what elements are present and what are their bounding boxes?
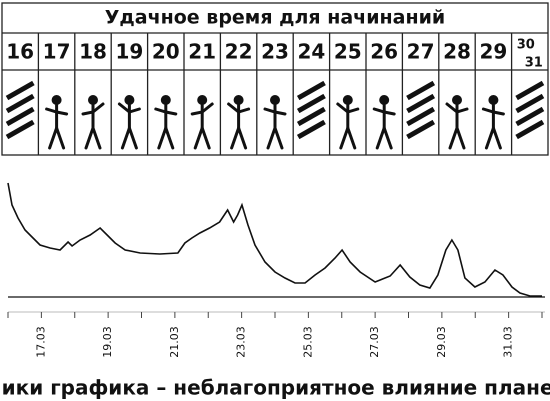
figure-head — [379, 95, 390, 105]
hatch-icon — [296, 80, 326, 140]
x-tick-label: 29.03 — [435, 326, 448, 358]
figure-arms — [263, 107, 287, 116]
day-number: 19 — [115, 40, 143, 64]
day-number: 16 — [6, 40, 34, 64]
hatch-stroke — [515, 93, 545, 114]
x-tick-label: 25.03 — [301, 326, 314, 358]
hatch-stroke — [406, 106, 436, 127]
data-line — [7, 182, 542, 297]
figure-legs — [48, 123, 66, 150]
table-title: Удачное время для начинаний — [105, 7, 445, 29]
figure-arms — [81, 102, 105, 116]
day-number: 23 — [261, 40, 289, 64]
figure-arms — [117, 102, 141, 114]
day-number: 20 — [152, 40, 180, 64]
day-number: 27 — [407, 40, 435, 64]
figure-arms — [190, 102, 214, 116]
figure-head — [270, 95, 280, 105]
figure-icon — [336, 95, 360, 150]
figure-arms — [445, 102, 469, 114]
day-number: 31 — [525, 56, 543, 71]
hatch-stroke — [296, 93, 326, 114]
x-tick-label: 19.03 — [101, 326, 114, 358]
figure-head — [88, 95, 98, 105]
figure-arms — [45, 107, 69, 116]
day-number: 22 — [225, 40, 253, 64]
figure-head — [342, 95, 353, 105]
hatch-stroke — [296, 119, 326, 140]
figure-legs — [157, 123, 175, 150]
figure-legs — [266, 123, 284, 150]
figure-legs — [448, 123, 466, 150]
day-number: 25 — [334, 40, 362, 64]
hatch-stroke — [5, 93, 35, 114]
hatch-stroke — [406, 80, 436, 101]
day-number: 30 — [517, 38, 535, 53]
day-number: 29 — [479, 40, 507, 64]
hatch-stroke — [5, 106, 35, 127]
day-number: 18 — [79, 40, 107, 64]
figure-head — [452, 95, 462, 105]
figure-legs — [84, 123, 102, 150]
hatch-stroke — [406, 119, 436, 140]
x-tick-label: 23.03 — [235, 326, 248, 358]
hatch-icon — [406, 80, 436, 140]
figure-icon — [481, 95, 505, 150]
figure-head — [51, 95, 62, 105]
figure-icon — [154, 95, 178, 150]
hatch-stroke — [296, 106, 326, 127]
figure-legs — [230, 123, 248, 150]
chart-caption: Пики графика – неблагоприятное влияние п… — [0, 376, 550, 400]
figure-icon — [372, 95, 396, 150]
x-tick-label: 27.03 — [368, 326, 381, 358]
figure-arms — [154, 107, 178, 116]
day-number: 21 — [188, 40, 216, 64]
figure-head — [233, 95, 244, 105]
hatch-stroke — [406, 93, 436, 114]
table-frame — [1, 2, 549, 156]
hatch-stroke — [515, 80, 545, 101]
figure-head — [197, 95, 208, 105]
day-number: 26 — [370, 40, 398, 64]
figure-icon — [190, 95, 214, 150]
figure-legs — [120, 123, 138, 150]
figure-icon — [117, 95, 141, 150]
hatch-stroke — [515, 119, 545, 140]
figure-legs — [484, 123, 502, 150]
figure-legs — [339, 123, 357, 150]
figure-head — [160, 95, 171, 105]
figure-arms — [481, 107, 505, 116]
figure-head — [488, 95, 499, 105]
x-tick-label: 17.03 — [34, 326, 47, 358]
day-number: 28 — [443, 40, 471, 64]
hatch-stroke — [5, 80, 35, 101]
day-number: 24 — [297, 40, 325, 64]
hatch-icon — [515, 80, 545, 140]
figure-legs — [193, 123, 211, 150]
figure-icon — [263, 95, 287, 150]
figure-arms — [336, 102, 360, 114]
hatch-stroke — [296, 80, 326, 101]
figure-arms — [227, 102, 251, 114]
figure-icon — [45, 95, 69, 150]
x-tick-label: 31.03 — [502, 326, 515, 358]
figure-icon — [445, 95, 469, 150]
day-number: 17 — [43, 40, 71, 64]
hatch-stroke — [5, 119, 35, 140]
figure-arms — [372, 107, 396, 116]
figure-head — [124, 95, 135, 105]
figure-icon — [227, 95, 251, 150]
x-tick-label: 21.03 — [168, 326, 181, 358]
hatch-stroke — [515, 106, 545, 127]
hatch-icon — [5, 80, 35, 140]
figure-icon — [81, 95, 105, 150]
figure-legs — [375, 123, 393, 150]
